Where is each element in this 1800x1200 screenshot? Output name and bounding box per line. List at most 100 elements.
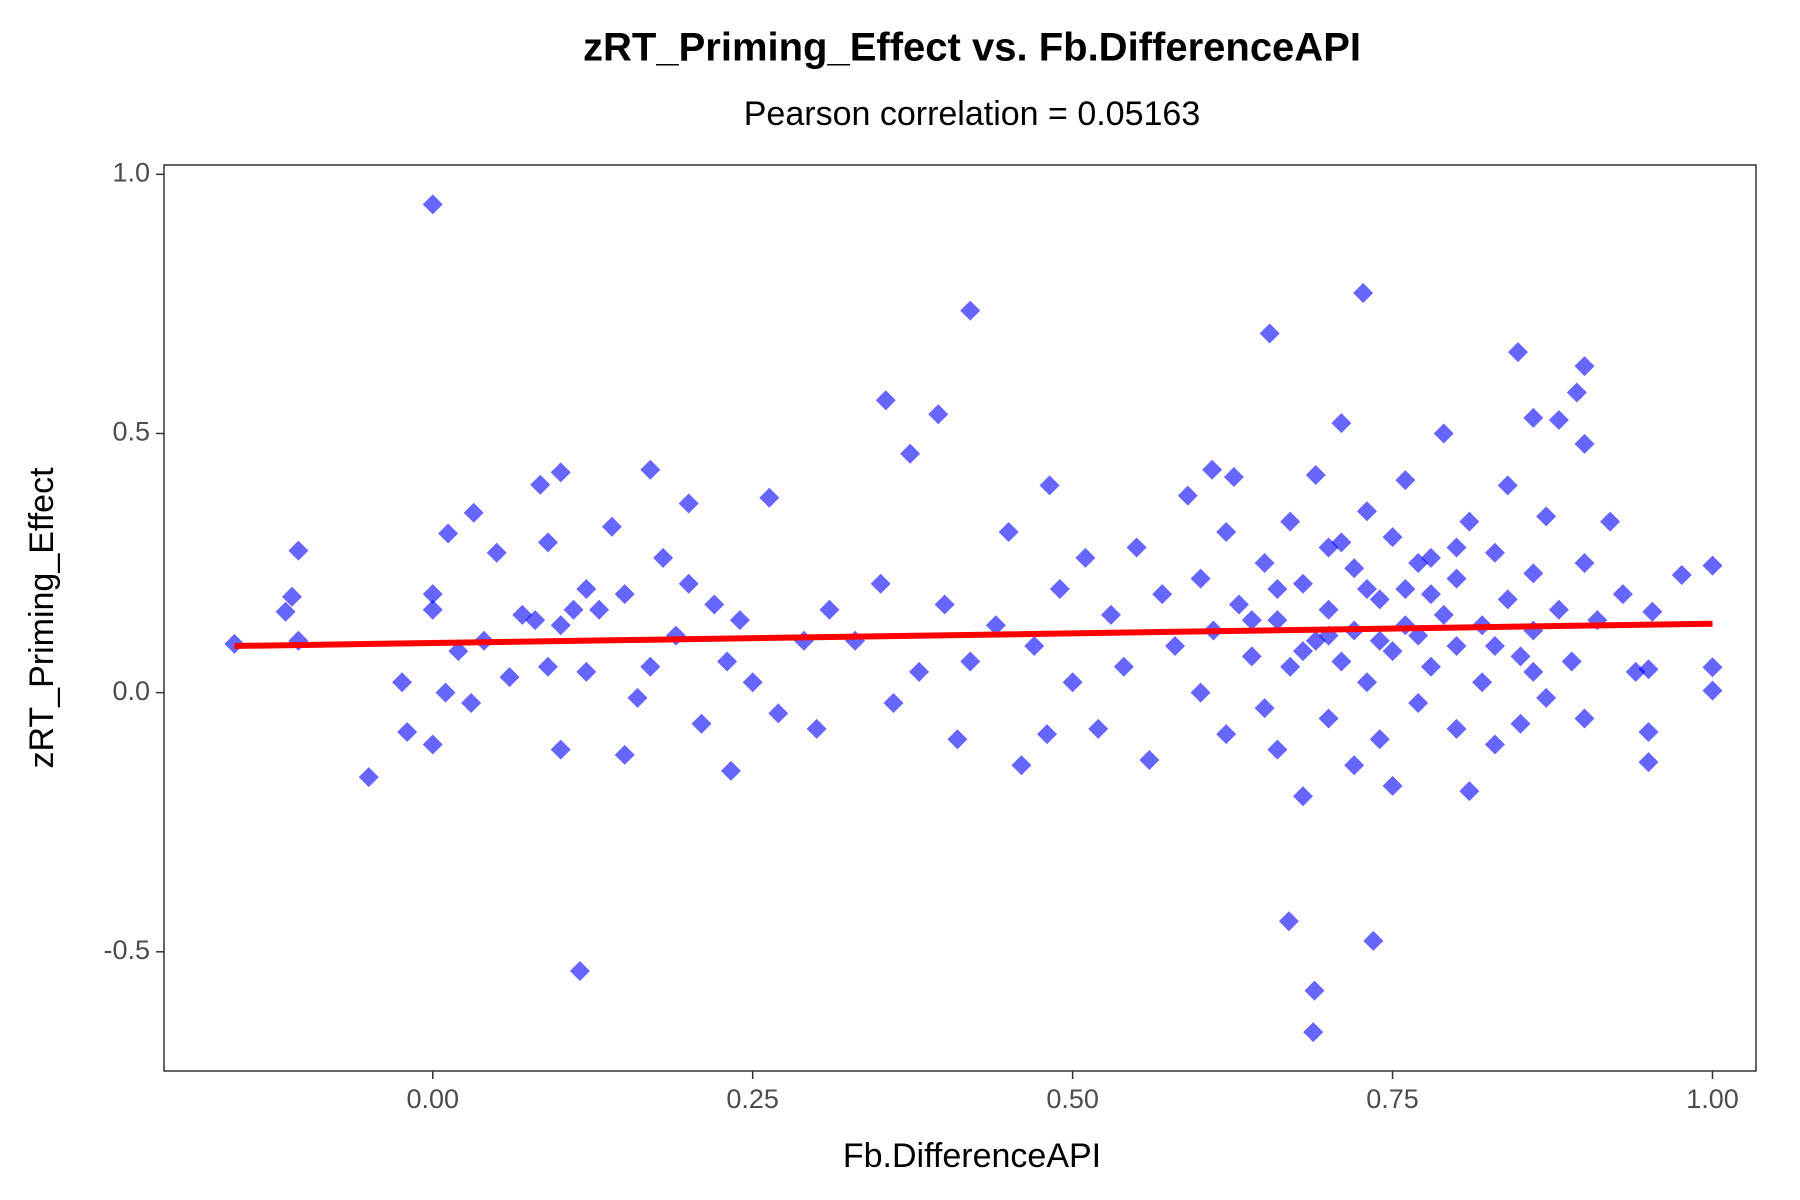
data-point [1139, 750, 1160, 771]
data-point [870, 573, 891, 594]
data-point [1484, 635, 1505, 656]
y-tick-label: -0.5 [103, 935, 150, 965]
data-point [1433, 423, 1454, 444]
data-point [759, 487, 780, 508]
data-point [806, 718, 827, 739]
data-point [1280, 656, 1301, 677]
data-point [569, 960, 590, 981]
data-point [589, 599, 610, 620]
data-point [1459, 781, 1480, 802]
data-point [601, 516, 622, 537]
data-point [358, 767, 379, 788]
x-axis-label: Fb.DifferenceAPI [843, 1137, 1101, 1175]
chart-subtitle: Pearson correlation = 0.05163 [744, 95, 1200, 133]
data-point [1574, 433, 1595, 454]
data-point [793, 630, 814, 651]
y-tick-label: 1.0 [112, 157, 150, 187]
data-point [1523, 563, 1544, 584]
data-point [653, 547, 674, 568]
data-point [1446, 635, 1467, 656]
y-axis-label: zRT_Priming_Effect [23, 467, 61, 769]
data-point [1395, 470, 1416, 491]
data-point [1304, 980, 1325, 1001]
data-point [1600, 511, 1621, 532]
data-point [1037, 724, 1058, 745]
data-point [1369, 630, 1390, 651]
data-point [1101, 604, 1122, 625]
data-point [1356, 578, 1377, 599]
data-point [960, 300, 981, 321]
data-point [627, 687, 648, 708]
data-point [768, 703, 789, 724]
data-point [1408, 553, 1429, 574]
data-point [1507, 342, 1528, 363]
data-point [1228, 594, 1249, 615]
data-point [392, 672, 413, 693]
data-point [1267, 739, 1288, 760]
data-point [1356, 672, 1377, 693]
x-tick-label: 0.75 [1366, 1084, 1419, 1114]
data-point [1152, 584, 1173, 605]
data-point [1024, 635, 1045, 656]
data-point [1223, 467, 1244, 488]
data-point [1420, 584, 1441, 605]
data-point [499, 667, 520, 688]
data-point [1126, 537, 1147, 558]
data-point [1702, 657, 1723, 678]
data-point [1638, 659, 1659, 680]
data-point [288, 540, 309, 561]
data-point [1075, 547, 1096, 568]
data-point [1254, 553, 1275, 574]
data-point [640, 459, 661, 480]
data-point [1241, 646, 1262, 667]
data-point [678, 573, 699, 594]
data-point [875, 390, 896, 411]
data-point [1318, 599, 1339, 620]
data-point [691, 713, 712, 734]
data-point [678, 493, 699, 514]
data-point [909, 661, 930, 682]
data-point [550, 739, 571, 760]
data-point [422, 599, 443, 620]
data-point [1267, 610, 1288, 631]
data-point [1408, 693, 1429, 714]
data-point [1305, 464, 1326, 485]
data-point [640, 656, 661, 677]
fit-line [234, 620, 1713, 649]
data-point [1011, 755, 1032, 776]
x-tick-label: 1.00 [1686, 1084, 1739, 1114]
data-point [934, 594, 955, 615]
data-point [1523, 661, 1544, 682]
data-point [1574, 553, 1595, 574]
data-point [1164, 635, 1185, 656]
data-point [1303, 1022, 1324, 1043]
data-point [1574, 356, 1595, 377]
plot-marks [224, 194, 1723, 1043]
data-point [1278, 911, 1299, 932]
data-point [1259, 323, 1280, 344]
data-point [1088, 718, 1109, 739]
data-point [463, 502, 484, 523]
data-point [947, 729, 968, 750]
data-point [1612, 584, 1633, 605]
data-point [960, 651, 981, 672]
data-point [486, 542, 507, 563]
data-point [1523, 407, 1544, 428]
data-point [1190, 682, 1211, 703]
data-point [1331, 532, 1352, 553]
data-point [1369, 729, 1390, 750]
data-point [1382, 641, 1403, 662]
data-point [1642, 601, 1663, 622]
data-point [1395, 578, 1416, 599]
data-point [720, 760, 741, 781]
data-point [422, 194, 443, 215]
data-point [1638, 722, 1659, 743]
data-point [422, 584, 443, 605]
data-point [1331, 413, 1352, 434]
data-point [1202, 459, 1223, 480]
data-point [1113, 656, 1134, 677]
data-point [665, 625, 686, 646]
data-point [614, 744, 635, 765]
data-point [1318, 708, 1339, 729]
data-point [1702, 555, 1723, 576]
